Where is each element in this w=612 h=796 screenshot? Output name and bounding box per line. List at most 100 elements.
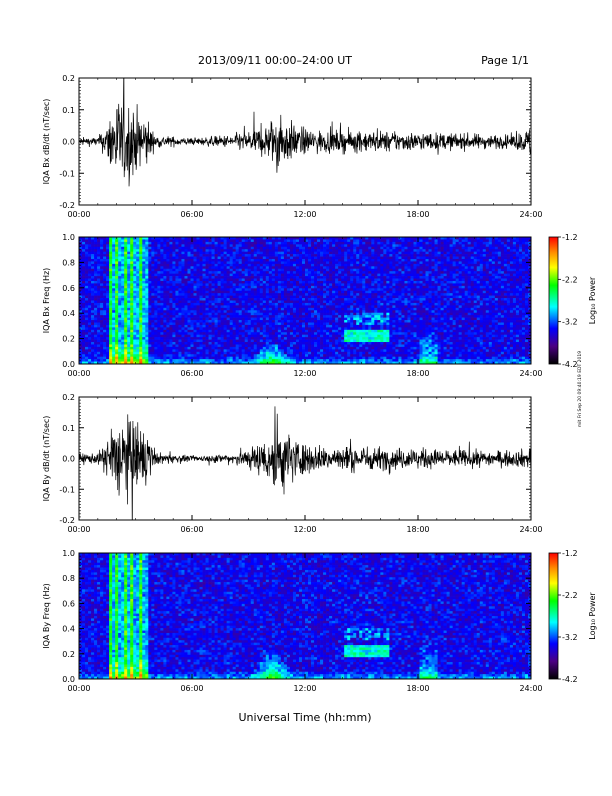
- spectrogram-cell: [154, 283, 157, 286]
- spectrogram-cell: [187, 340, 190, 343]
- spectrogram-cell: [169, 340, 172, 343]
- spectrogram-cell: [166, 291, 169, 294]
- spectrogram-cell: [248, 266, 251, 269]
- spectrogram-cell: [97, 303, 100, 306]
- spectrogram-cell: [245, 266, 248, 269]
- spectrogram-cell: [157, 315, 160, 318]
- spectrogram-cell: [242, 239, 245, 242]
- spectrogram-cell: [350, 305, 353, 308]
- spectrogram-cell: [266, 276, 269, 279]
- spectrogram-cell: [82, 293, 85, 296]
- spectrogram-cell: [335, 327, 338, 330]
- spectrogram-cell: [344, 318, 347, 321]
- spectrogram-cell: [356, 271, 359, 274]
- spectrogram-cell: [212, 296, 215, 299]
- spectrogram-cell: [197, 276, 200, 279]
- spectrogram-cell: [338, 244, 341, 247]
- spectrogram-cell: [326, 335, 329, 338]
- spectrogram-cell: [136, 313, 139, 316]
- spectrogram-cell: [118, 249, 121, 252]
- spectrogram-cell: [275, 254, 278, 257]
- spectrogram-cell: [121, 337, 124, 340]
- spectrogram-cell: [314, 249, 317, 252]
- spectrogram-cell: [124, 340, 127, 343]
- spectrogram-cell: [139, 330, 142, 333]
- spectrogram-cell: [94, 259, 97, 262]
- spectrogram-cell: [115, 337, 118, 340]
- spectrogram-cell: [278, 308, 281, 311]
- spectrogram-cell: [212, 340, 215, 343]
- spectrogram-cell: [197, 279, 200, 282]
- spectrogram-cell: [172, 344, 175, 347]
- spectrogram-cell: [320, 308, 323, 311]
- spectrogram-cell: [103, 357, 106, 360]
- spectrogram-cell: [248, 357, 251, 360]
- spectrogram-cell: [287, 322, 290, 325]
- spectrogram-cell: [242, 271, 245, 274]
- spectrogram-cell: [302, 269, 305, 272]
- spectrogram-cell: [341, 327, 344, 330]
- spectrogram-cell: [293, 330, 296, 333]
- spectrogram-cell: [212, 344, 215, 347]
- spectrogram-cell: [287, 313, 290, 316]
- spectrogram-cell: [130, 269, 133, 272]
- spectrogram-cell: [203, 330, 206, 333]
- spectrogram-cell: [344, 303, 347, 306]
- spectrogram-cell: [230, 247, 233, 250]
- spectrogram-cell: [251, 301, 254, 304]
- spectrogram-cell: [272, 276, 275, 279]
- spectrogram-cell: [169, 308, 172, 311]
- spectrogram-cell: [85, 286, 88, 289]
- spectrogram-cell: [100, 283, 103, 286]
- spectrogram-cell: [260, 257, 263, 260]
- spectrogram-cell: [251, 332, 254, 335]
- spectrogram-cell: [239, 274, 242, 277]
- spectrogram-cell: [172, 330, 175, 333]
- spectrogram-cell: [175, 274, 178, 277]
- spectrogram-cell: [287, 301, 290, 304]
- spectrogram-cell: [130, 349, 133, 352]
- spectrogram-cell: [224, 249, 227, 252]
- spectrogram-cell: [100, 266, 103, 269]
- spectrogram-cell: [320, 293, 323, 296]
- spectrogram-cell: [187, 296, 190, 299]
- spectrogram-cell: [221, 254, 224, 257]
- spectrogram-cell: [353, 310, 356, 313]
- spectrogram-cell: [314, 342, 317, 345]
- spectrogram-cell: [242, 288, 245, 291]
- spectrogram-cell: [184, 332, 187, 335]
- spectrogram-cell: [254, 344, 257, 347]
- spectrogram-cell: [314, 313, 317, 316]
- spectrogram-cell: [127, 257, 130, 260]
- spectrogram-cell: [242, 293, 245, 296]
- spectrogram-cell: [103, 313, 106, 316]
- spectrogram-cell: [109, 283, 112, 286]
- spectrogram-cell: [175, 359, 178, 362]
- spectrogram-cell: [242, 244, 245, 247]
- spectrogram-cell: [257, 281, 260, 284]
- spectrogram-cell: [130, 325, 133, 328]
- spectrogram-cell: [206, 330, 209, 333]
- spectrogram-cell: [293, 247, 296, 250]
- spectrogram-cell: [139, 283, 142, 286]
- spectrogram-cell: [160, 325, 163, 328]
- spectrogram-cell: [308, 269, 311, 272]
- spectrogram-cell: [266, 330, 269, 333]
- spectrogram-cell: [344, 340, 347, 343]
- spectrogram-cell: [293, 288, 296, 291]
- spectrogram-cell: [272, 320, 275, 323]
- spectrogram-cell: [287, 310, 290, 313]
- spectrogram-cell: [79, 264, 82, 267]
- spectrogram-cell: [88, 274, 91, 277]
- spectrogram-cell: [254, 281, 257, 284]
- spectrogram-cell: [172, 359, 175, 362]
- spectrogram-cell: [293, 357, 296, 360]
- spectrogram-cell: [148, 359, 151, 362]
- spectrogram-cell: [269, 330, 272, 333]
- spectrogram-cell: [169, 281, 172, 284]
- spectrogram-cell: [218, 357, 221, 360]
- spectrogram-cell: [248, 247, 251, 250]
- spectrogram-cell: [85, 340, 88, 343]
- spectrogram-cell: [160, 344, 163, 347]
